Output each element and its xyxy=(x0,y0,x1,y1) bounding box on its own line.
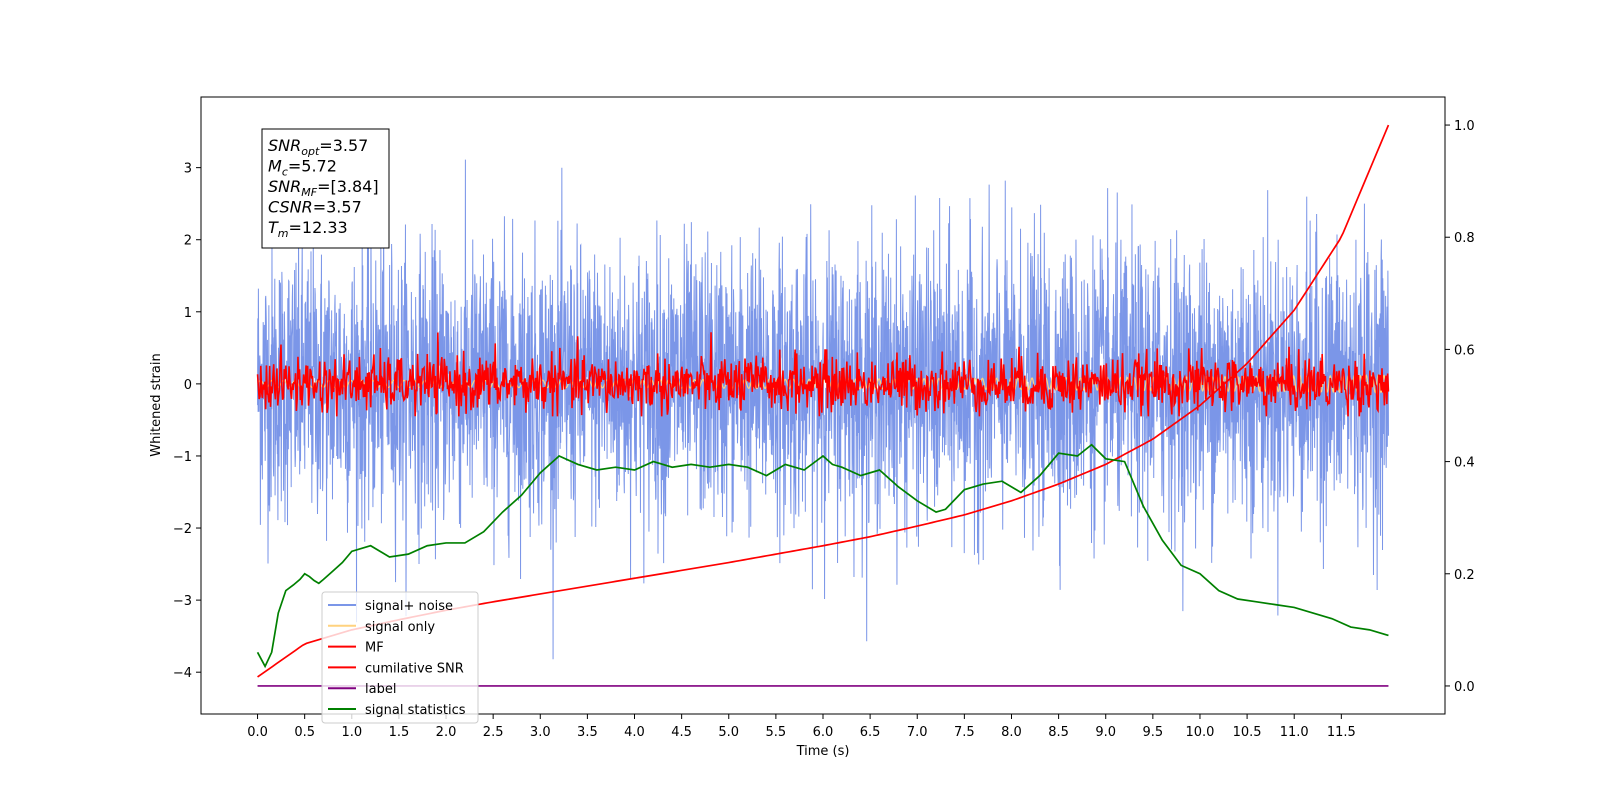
x-tick-label: 6.5 xyxy=(860,725,881,740)
x-tick-label: 5.0 xyxy=(718,725,739,740)
x-tick-label: 10.0 xyxy=(1185,725,1214,740)
x-tick-label: 8.5 xyxy=(1048,725,1069,740)
y2-tick-label: 0.2 xyxy=(1454,568,1475,583)
x-tick-label: 5.5 xyxy=(766,725,787,740)
x-axis-ticks: 0.0 0.5 1.0 1.5 2.0 2.5 3.0 3.5 4.0 4.5 5.0 5.5 6.0 6… xyxy=(247,714,1356,740)
legend: signal+ noise signal only MF cumilative SNR… xyxy=(321,591,479,724)
legend-label-label: label xyxy=(365,682,396,697)
x-tick-label: 2.5 xyxy=(483,725,504,740)
x-tick-label: 9.5 xyxy=(1143,725,1164,740)
x-axis-label: Time (s) xyxy=(796,744,850,759)
x-tick-label: 10.5 xyxy=(1233,725,1262,740)
x-tick-label: 11.5 xyxy=(1327,725,1356,740)
info-line: SNRopt=3.57 xyxy=(268,136,368,158)
info-line: Tm=12.33 xyxy=(268,218,348,240)
x-tick-label: 8.0 xyxy=(1001,725,1022,740)
x-tick-label: 3.5 xyxy=(577,725,598,740)
y-tick-label: −4 xyxy=(173,666,192,681)
y-tick-label: −3 xyxy=(173,594,192,609)
y2-tick-label: 0.6 xyxy=(1454,343,1475,358)
noise-traces xyxy=(256,159,1390,660)
x-tick-label: 4.5 xyxy=(671,725,692,740)
x-tick-label: 0.0 xyxy=(247,725,268,740)
y-axis-label: Whitened strain xyxy=(149,353,164,456)
x-tick-label: 1.0 xyxy=(341,725,362,740)
x-tick-label: 7.5 xyxy=(954,725,975,740)
info-line: SNRMF=[3.84] xyxy=(268,177,379,199)
x-tick-label: 6.0 xyxy=(813,725,834,740)
signal-statistics-series-line xyxy=(256,443,1389,669)
y2-tick-label: 1.0 xyxy=(1454,119,1475,134)
y-tick-label: 3 xyxy=(184,162,192,177)
x-tick-label: 4.0 xyxy=(624,725,645,740)
info-line: CSNR=3.57 xyxy=(268,198,362,217)
y2-tick-label: 0.0 xyxy=(1454,680,1475,695)
mf-series-line xyxy=(256,332,1390,417)
legend-label-mf: MF xyxy=(365,641,384,656)
y-tick-label: −2 xyxy=(173,522,192,537)
y-tick-label: −1 xyxy=(173,450,192,465)
y-tick-label: 2 xyxy=(184,234,192,249)
x-tick-label: 11.0 xyxy=(1280,725,1309,740)
legend-label-cumilative-snr: cumilative SNR xyxy=(365,661,464,676)
legend-label-signal-only: signal only xyxy=(365,620,435,635)
signal-noise-series-line xyxy=(257,159,1389,660)
info-box: SNRopt=3.57Mc=5.72SNRMF=[3.84]CSNR=3.57T… xyxy=(261,128,390,249)
x-tick-label: 0.5 xyxy=(294,725,315,740)
y-tick-label: 0 xyxy=(184,378,192,393)
legend-label-signal-noise: signal+ noise xyxy=(365,599,453,614)
x-tick-label: 9.0 xyxy=(1095,725,1116,740)
y-tick-label: 1 xyxy=(184,306,192,321)
x-tick-label: 1.5 xyxy=(389,725,410,740)
y2-tick-label: 0.8 xyxy=(1454,231,1475,246)
y2-tick-label: 0.4 xyxy=(1454,456,1475,471)
legend-label-signal-statistics: signal statistics xyxy=(365,703,466,718)
x-tick-label: 3.0 xyxy=(530,725,551,740)
info-box-frame xyxy=(261,128,390,249)
legend-frame xyxy=(321,591,479,724)
y2-axis-ticks: 0.0 0.2 0.4 0.6 0.8 1.0 xyxy=(1445,119,1475,695)
x-tick-label: 2.0 xyxy=(436,725,457,740)
y-axis-ticks: −4 −3 −2 −1 0 1 2 3 xyxy=(173,162,201,681)
info-line: Mc=5.72 xyxy=(268,157,337,179)
x-tick-label: 7.0 xyxy=(907,725,928,740)
